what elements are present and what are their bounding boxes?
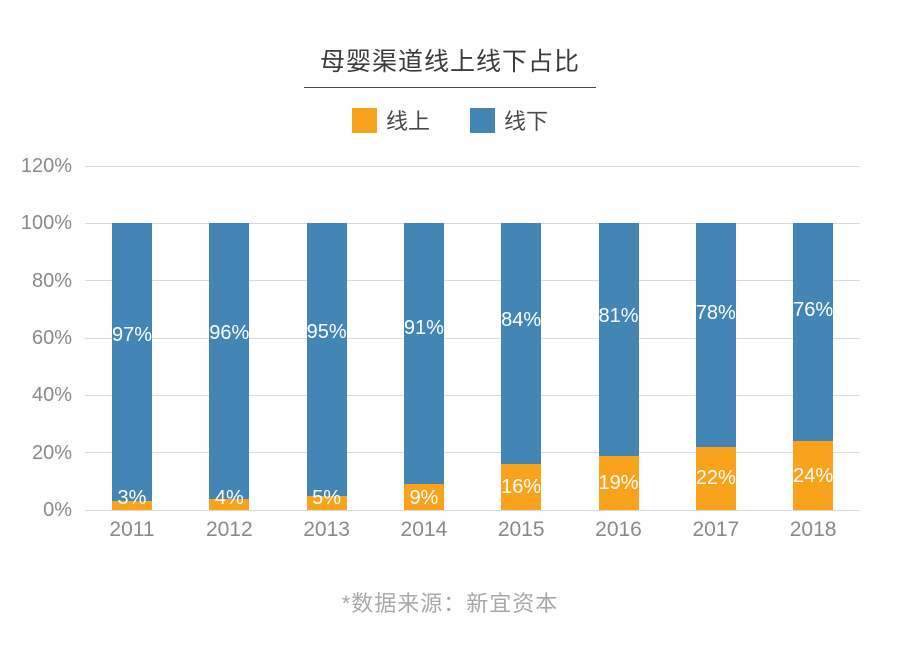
bar-2012: 96% 4%	[209, 223, 249, 510]
bar-value-label-offline: 96%	[209, 322, 250, 345]
x-tick-label-2018: 2018	[789, 518, 837, 541]
bar-value-label-offline: 81%	[598, 305, 639, 328]
legend-swatch-icon	[470, 107, 495, 133]
legend-label: 线上	[385, 109, 430, 134]
y-axis-labels: 0% 20% 40% 60% 80% 100% 120%	[0, 155, 72, 521]
bar-value-label-offline: 97%	[111, 323, 153, 346]
bar-segment-online	[306, 495, 347, 510]
bar-segment-offline	[695, 223, 736, 447]
bar-segment-offline	[112, 223, 152, 502]
x-tick-label-2017: 2017	[692, 518, 740, 541]
bar-2014: 91% 9%	[404, 223, 444, 510]
bar-2017: 78% 22%	[696, 223, 736, 510]
chart-title: 母婴渠道线上线下占比	[303, 42, 596, 88]
bar-value-label-online: 24%	[793, 464, 834, 487]
bar-segment-online	[501, 464, 542, 510]
bar-segment-online	[112, 501, 152, 510]
x-tick-label-2014: 2014	[400, 518, 448, 541]
bar-2018: 76% 24%	[793, 223, 833, 510]
bar-2011: 97% 3%	[112, 223, 152, 510]
x-tick-label-2011: 2011	[109, 518, 155, 541]
legend-item-0: 线上	[351, 104, 430, 136]
plot-area: 97% 3% 96% 4% 95% 5% 91% 9% 84% 16% 81% 19% 78% 22% 76…	[85, 165, 860, 511]
y-tick-label: 120%	[20, 155, 72, 177]
x-axis-labels: 2011 2012 2013 2014 2015 2016 2017 2018	[85, 518, 860, 548]
bar-value-label-online: 22%	[695, 467, 736, 490]
y-tick-label: 20%	[31, 441, 72, 464]
gridline-120%	[85, 165, 860, 167]
bar-2016: 81% 19%	[598, 223, 639, 510]
data-source-note: *数据来源：新宜资本	[341, 591, 559, 616]
bar-value-label-online: 9%	[409, 487, 439, 509]
legend-swatch-icon	[351, 107, 377, 133]
bar-segment-online	[403, 484, 444, 510]
bar-segment-online	[598, 455, 639, 510]
bar-segment-offline	[793, 223, 834, 442]
x-tick-label-2013: 2013	[303, 518, 350, 541]
bar-value-label-offline: 84%	[501, 308, 542, 331]
title-row: 母婴渠道线上线下占比	[0, 42, 900, 88]
bar-value-label-offline: 76%	[793, 299, 834, 322]
x-tick-label-2015: 2015	[497, 518, 545, 541]
bar-segment-online	[209, 498, 250, 510]
bar-segment-offline	[403, 223, 444, 485]
bar-2015: 84% 16%	[501, 223, 541, 510]
gridline-60%	[85, 337, 860, 339]
y-tick-label: 0%	[43, 499, 72, 521]
gridline-100%	[85, 222, 860, 224]
y-tick-label: 40%	[31, 384, 72, 407]
bar-segment-online	[793, 441, 834, 510]
bar-value-label-offline: 95%	[306, 321, 347, 344]
bar-segment-online	[695, 446, 736, 510]
x-tick-label-2016: 2016	[595, 518, 642, 541]
bar-value-label-online: 3%	[117, 487, 147, 509]
bar-value-label-online: 16%	[501, 476, 542, 499]
bar-segment-offline	[501, 223, 542, 465]
y-tick-label: 80%	[31, 269, 72, 292]
gridline-80%	[85, 280, 860, 282]
bar-value-label-online: 19%	[598, 471, 639, 494]
bar-segment-offline	[306, 223, 347, 496]
bar-value-label-online: 5%	[312, 487, 342, 509]
gridline-0%	[85, 509, 860, 511]
y-tick-label: 100%	[20, 212, 72, 235]
bar-value-label-offline: 78%	[695, 301, 736, 324]
bar-2013: 95% 5%	[307, 223, 347, 510]
bar-segment-offline	[598, 223, 639, 456]
legend-item-1: 线下	[470, 104, 548, 136]
bar-value-label-offline: 91%	[403, 316, 444, 339]
bar-value-label-online: 4%	[214, 487, 244, 509]
gridline-20%	[85, 452, 860, 454]
legend-label: 线下	[504, 109, 549, 134]
y-tick-label: 60%	[31, 327, 72, 349]
gridline-40%	[85, 394, 860, 396]
x-tick-label-2012: 2012	[205, 518, 253, 541]
chart-legend: 线上 线下	[0, 104, 900, 136]
bar-segment-offline	[209, 223, 250, 499]
